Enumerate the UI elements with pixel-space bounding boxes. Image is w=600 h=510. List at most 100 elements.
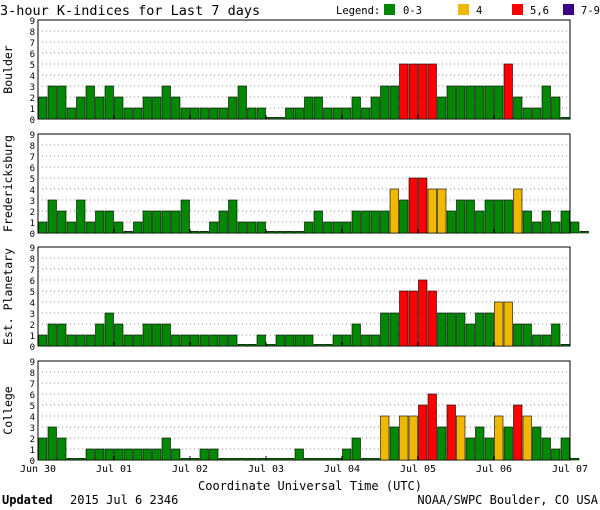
bar (256, 334, 266, 347)
bar (332, 107, 342, 120)
bar (408, 290, 418, 347)
x-tick-label: Jul 01 (96, 464, 132, 475)
y-tick-label: 4 (30, 413, 35, 423)
legend-entry-2: 5,6 (530, 5, 549, 17)
bar (247, 107, 257, 120)
bar (418, 63, 428, 120)
bar (399, 63, 409, 120)
y-tick-label: 4 (30, 299, 35, 309)
bar (437, 96, 447, 120)
bar (532, 426, 542, 461)
legend-swatch-2 (512, 4, 523, 15)
bar (285, 231, 295, 234)
bar (513, 188, 523, 234)
credit-text: NOAA/SWPC Boulder, CO USA (417, 493, 598, 507)
bar (551, 323, 561, 347)
y-tick-label: 5 (30, 288, 35, 298)
y-tick-label: 1 (30, 219, 35, 229)
panel-frame (37, 246, 571, 347)
bar (180, 107, 190, 120)
bar (351, 323, 361, 347)
bar (66, 107, 76, 120)
bar (294, 448, 304, 461)
bar (199, 448, 209, 461)
bar (484, 437, 494, 461)
x-tick-label: Jul 03 (248, 464, 284, 475)
bar (171, 96, 181, 120)
bar (494, 199, 504, 234)
bar (133, 107, 143, 120)
bar (256, 221, 266, 234)
bar (494, 415, 504, 461)
y-tick-label: 1 (30, 332, 35, 342)
bar (456, 85, 466, 120)
bar (389, 85, 399, 120)
bar (133, 221, 143, 234)
bar (142, 210, 152, 234)
bar (323, 458, 333, 461)
bar (513, 404, 523, 461)
y-tick-label: 6 (30, 391, 35, 401)
bar (503, 199, 513, 234)
bar (370, 334, 380, 347)
y-tick-label: 1 (30, 105, 35, 115)
bar (228, 96, 238, 120)
bar (456, 312, 466, 347)
bar (199, 334, 209, 347)
bar (161, 85, 171, 120)
bar (190, 334, 200, 347)
bar (218, 334, 228, 347)
y-tick-label: 7 (30, 266, 35, 276)
bar (47, 199, 57, 234)
bar (522, 323, 532, 347)
y-tick-label: 4 (30, 186, 35, 196)
bar (57, 85, 67, 120)
bar (475, 426, 485, 461)
bar (532, 107, 542, 120)
bar (513, 323, 523, 347)
y-tick-label: 6 (30, 277, 35, 287)
bar (218, 107, 228, 120)
bar (123, 448, 133, 461)
bar (76, 199, 86, 234)
bar (437, 312, 447, 347)
y-tick-label: 7 (30, 380, 35, 390)
y-tick-label: 5 (30, 61, 35, 71)
bar (95, 323, 105, 347)
bar (418, 177, 428, 234)
bar (446, 85, 456, 120)
bar (256, 107, 266, 120)
bar (247, 344, 257, 347)
y-tick-label: 7 (30, 153, 35, 163)
y-tick-label: 9 (30, 358, 35, 368)
bar (313, 458, 323, 461)
bar (228, 458, 238, 461)
bar (313, 96, 323, 120)
bar (218, 210, 228, 234)
bar (285, 107, 295, 120)
bar (380, 415, 390, 461)
bar (351, 96, 361, 120)
bar (342, 107, 352, 120)
y-tick-label: 6 (30, 50, 35, 60)
bar (294, 107, 304, 120)
x-tick-label: Jul 06 (476, 464, 512, 475)
bar (237, 85, 247, 120)
footer: Updated 2015 Jul 6 2346 NOAA/SWPC Boulde… (2, 493, 599, 507)
bar (104, 210, 114, 234)
bar (342, 334, 352, 347)
bar (266, 231, 276, 234)
bar (66, 221, 76, 234)
bar (351, 437, 361, 461)
y-tick-label: 3 (30, 197, 35, 207)
bar (522, 415, 532, 461)
bar (152, 448, 162, 461)
bar (199, 107, 209, 120)
bar (570, 221, 580, 234)
bar (437, 188, 447, 234)
updated-label: Updated (2, 493, 53, 507)
bar (66, 458, 76, 461)
bar (190, 107, 200, 120)
